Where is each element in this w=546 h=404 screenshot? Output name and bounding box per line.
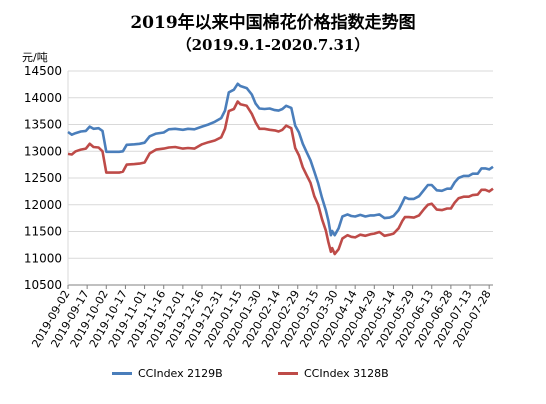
y-tick-label-0: 10500 bbox=[24, 278, 62, 292]
axes bbox=[67, 71, 493, 286]
y-tick-label-5: 13000 bbox=[24, 144, 62, 158]
y-tick-label-2: 11500 bbox=[24, 225, 62, 239]
series-line-1 bbox=[67, 82, 494, 237]
y-tick-label-3: 12000 bbox=[24, 198, 62, 212]
y-tick-label-7: 14000 bbox=[24, 91, 62, 105]
chart-subtitle: （2019.9.1-2020.7.31） bbox=[176, 36, 370, 54]
legend-item-series-1: CCIndex 2129B bbox=[112, 367, 223, 380]
y-axis-ticks: 10500 11000 11500 12000 12500 13000 13500 14000… bbox=[24, 64, 62, 292]
y-tick-label-1: 11000 bbox=[24, 251, 62, 265]
y-tick-label-8: 14500 bbox=[24, 64, 62, 78]
legend-swatch-2 bbox=[278, 372, 298, 375]
chart-title: 2019年以来中国棉花价格指数走势图 bbox=[130, 13, 416, 33]
series-line-2 bbox=[67, 100, 494, 256]
legend-label-1: CCIndex 2129B bbox=[138, 367, 223, 380]
legend-label-2: CCIndex 3128B bbox=[304, 367, 389, 380]
x-axis-ticks: 2019-09-022019-09-172019-10-022019-10-17… bbox=[29, 285, 494, 350]
y-tick-label-6: 13500 bbox=[24, 118, 62, 132]
y-axis-unit-label: 元/吨 bbox=[22, 51, 48, 64]
legend-swatch-1 bbox=[112, 372, 132, 375]
legend-item-series-2: CCIndex 3128B bbox=[278, 367, 389, 380]
gridlines bbox=[68, 70, 493, 259]
series-lines bbox=[67, 82, 494, 256]
y-tick-label-4: 12500 bbox=[24, 171, 62, 185]
